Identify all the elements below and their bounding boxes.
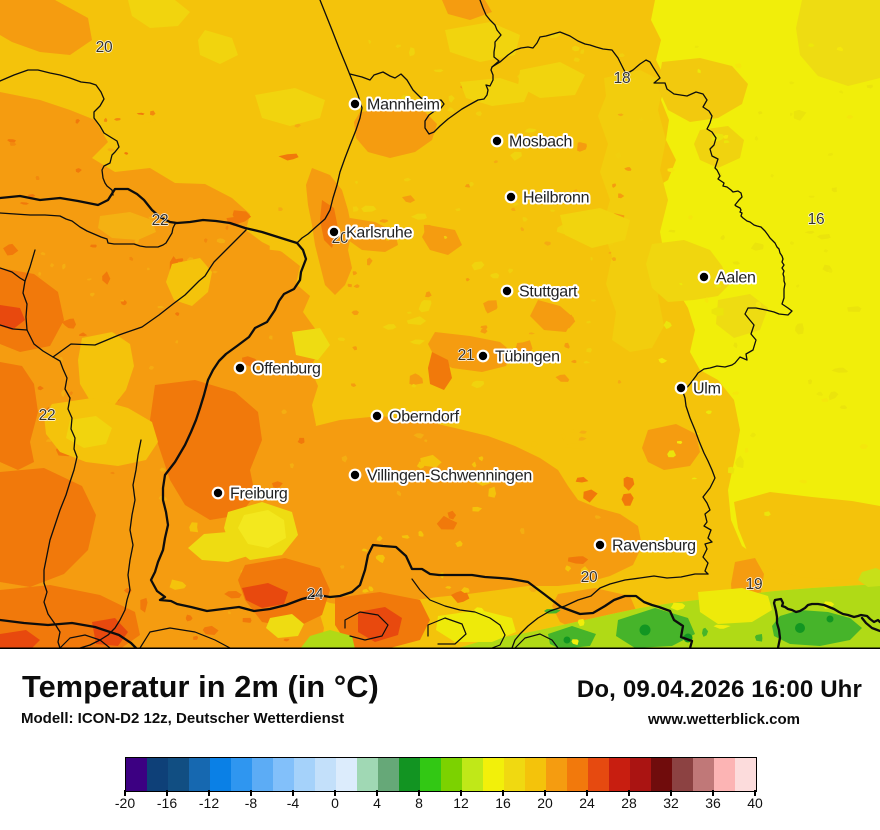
svg-text:Villingen-Schwenningen: Villingen-Schwenningen [367, 468, 532, 485]
svg-text:Mosbach: Mosbach [509, 134, 572, 151]
svg-text:20: 20 [581, 569, 598, 586]
svg-text:Stuttgart: Stuttgart [519, 284, 578, 301]
svg-text:22: 22 [152, 212, 169, 229]
svg-text:Freiburg: Freiburg [230, 486, 288, 503]
svg-text:18: 18 [614, 70, 631, 87]
svg-text:Offenburg: Offenburg [252, 361, 321, 378]
svg-text:Ulm: Ulm [693, 381, 721, 398]
svg-text:20: 20 [96, 39, 113, 56]
svg-text:16: 16 [808, 211, 825, 228]
svg-text:22: 22 [39, 407, 56, 424]
svg-text:Heilbronn: Heilbronn [523, 190, 589, 207]
svg-text:Aalen: Aalen [716, 270, 756, 287]
svg-text:19: 19 [746, 576, 763, 593]
svg-text:Ravensburg: Ravensburg [612, 538, 696, 555]
svg-text:Tübingen: Tübingen [495, 349, 560, 366]
svg-text:Mannheim: Mannheim [367, 97, 440, 114]
svg-text:24: 24 [307, 586, 324, 603]
svg-text:Karlsruhe: Karlsruhe [346, 225, 413, 242]
svg-text:21: 21 [458, 347, 475, 364]
svg-text:Oberndorf: Oberndorf [389, 409, 460, 426]
